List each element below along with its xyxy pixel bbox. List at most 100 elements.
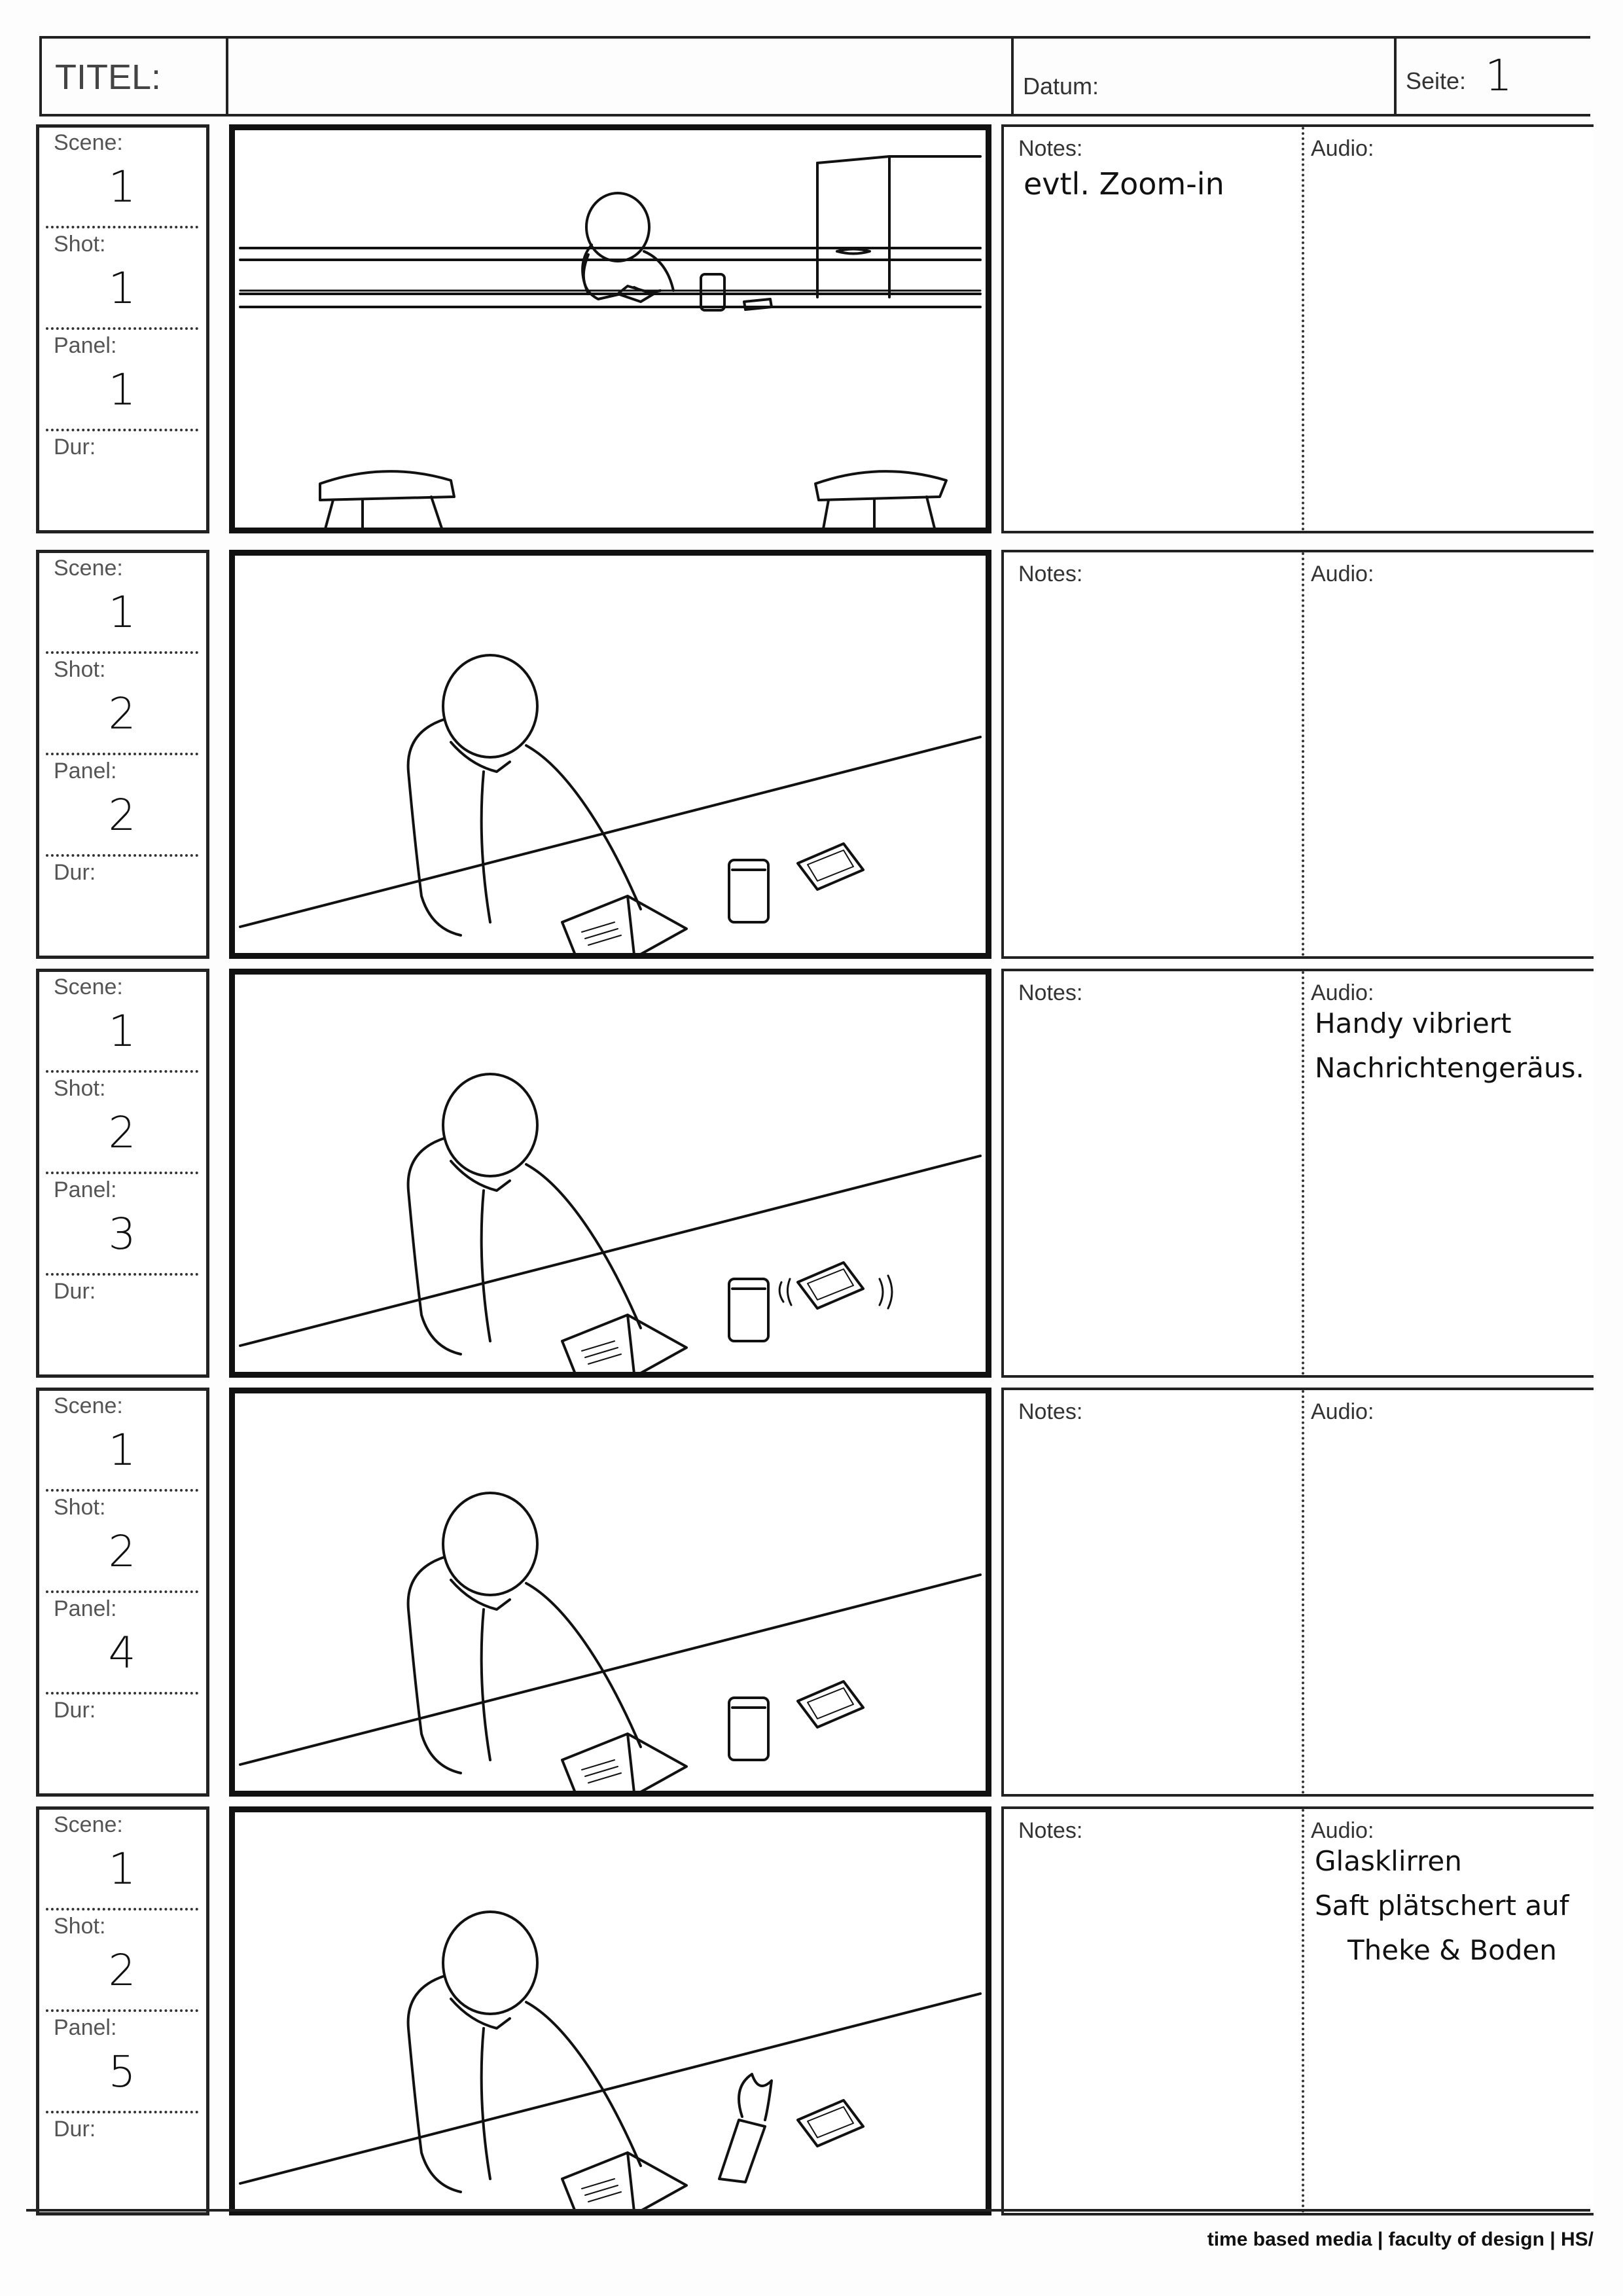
scene-label: Scene: — [54, 975, 123, 999]
scene-field[interactable]: Scene: 1 — [46, 1391, 198, 1492]
phone-screen — [807, 1687, 854, 1719]
dur-field[interactable]: Dur: — [46, 1276, 198, 1374]
sketch-panel-3 — [229, 969, 991, 1378]
storyboard-row-3: Scene: 1 Shot: 2 Panel: 3 Dur: Notes: Au… — [0, 969, 1623, 1378]
person-arm — [480, 1608, 491, 1761]
audio-label: Audio: — [1311, 1399, 1374, 1424]
shot-number: 2 — [108, 1107, 136, 1158]
seite-label: Seite: — [1406, 67, 1467, 94]
scene-field[interactable]: Scene: 1 — [46, 972, 198, 1073]
dur-field[interactable]: Dur: — [46, 857, 198, 956]
shot-number: 2 — [108, 1945, 136, 1996]
fridge-side — [816, 155, 891, 298]
phone — [796, 1261, 865, 1310]
panel-label: Panel: — [54, 2015, 117, 2040]
dur-label: Dur: — [54, 435, 96, 459]
book — [616, 285, 655, 303]
glass — [700, 273, 726, 312]
notes-label: Notes: — [1018, 980, 1083, 1005]
shot-label: Shot: — [54, 1914, 106, 1939]
notes-label: Notes: — [1018, 136, 1083, 161]
open-book — [561, 895, 688, 953]
shot-label: Shot: — [54, 657, 106, 682]
person-head — [585, 192, 651, 262]
notes-audio-divider — [1302, 971, 1304, 1375]
scene-label: Scene: — [54, 556, 123, 581]
person-arm — [480, 2027, 491, 2180]
dur-label: Dur: — [54, 1279, 96, 1304]
notes-label: Notes: — [1018, 1818, 1083, 1843]
dur-label: Dur: — [54, 860, 96, 885]
panel-label: Panel: — [54, 1596, 117, 1621]
panel-label: Panel: — [54, 333, 117, 358]
panel-field[interactable]: Panel: 2 — [46, 756, 198, 857]
panel-field[interactable]: Panel: 4 — [46, 1594, 198, 1695]
phone — [796, 2099, 865, 2147]
fridge-top — [816, 155, 982, 164]
scene-field[interactable]: Scene: 1 — [46, 1810, 198, 1910]
juice-splash — [738, 2073, 773, 2121]
titel-field[interactable] — [226, 39, 1011, 114]
audio-text: Nachrichtengeräus. — [1315, 1052, 1584, 1084]
shot-field[interactable]: Shot: 2 — [46, 1492, 198, 1593]
book-lines — [581, 922, 622, 946]
panel-field[interactable]: Panel: 3 — [46, 1175, 198, 1276]
panel-field[interactable]: Panel: 1 — [46, 331, 198, 431]
sketch-drawing — [239, 1492, 982, 1791]
panel-number: 1 — [108, 365, 136, 415]
panel-field[interactable]: Panel: 5 — [46, 2013, 198, 2113]
shot-field[interactable]: Shot: 2 — [46, 1073, 198, 1174]
sketch-panel-2 — [229, 550, 991, 959]
juice-glass — [728, 1278, 770, 1342]
scene-label: Scene: — [54, 130, 123, 155]
counter-line — [239, 293, 982, 308]
storyboard-row-1: Scene: 1 Shot: 1 Panel: 1 Dur: Notes: Au… — [0, 124, 1623, 533]
dur-field[interactable]: Dur: — [46, 1695, 198, 1793]
scene-number: 1 — [108, 1425, 136, 1475]
notes-audio-box: Notes: Audio: — [1001, 1388, 1594, 1797]
juice-glass — [728, 1696, 770, 1761]
shot-info-box: Scene: 1 Shot: 1 Panel: 1 Dur: — [36, 124, 209, 533]
panel-label: Panel: — [54, 759, 117, 783]
scene-field[interactable]: Scene: 1 — [46, 128, 198, 228]
notes-audio-box: Notes: Audio: Glasklirren Saft plätschert… — [1001, 1806, 1594, 2215]
shot-field[interactable]: Shot: 2 — [46, 1911, 198, 2012]
stool-left-legs — [324, 495, 443, 528]
scene-number: 1 — [108, 1844, 136, 1894]
seite-cell[interactable]: Seite: 1 — [1394, 39, 1590, 114]
shot-number: 2 — [108, 689, 136, 739]
counter-edge — [239, 736, 982, 928]
notes-audio-box: Notes: Audio: — [1001, 550, 1594, 959]
notes-audio-divider — [1302, 1809, 1304, 2213]
person-head — [442, 1073, 539, 1177]
panel-number: 5 — [108, 2047, 136, 2097]
dur-field[interactable]: Dur: — [46, 432, 198, 530]
shot-label: Shot: — [54, 1495, 106, 1520]
open-book — [561, 1732, 688, 1791]
person-arm — [480, 770, 491, 924]
header-bar: TITEL: Datum: Seite: 1 — [39, 36, 1590, 117]
phone — [796, 842, 865, 891]
stool-left-seat — [319, 470, 455, 501]
scene-label: Scene: — [54, 1393, 123, 1418]
sketch-drawing — [239, 654, 982, 953]
storyboard-row-4: Scene: 1 Shot: 2 Panel: 4 Dur: Notes: Au… — [0, 1388, 1623, 1797]
notes-audio-box: Notes: Audio: evtl. Zoom-in — [1001, 124, 1594, 533]
vibration-right — [878, 1274, 893, 1310]
phone-screen — [807, 1268, 854, 1300]
phone — [796, 1680, 865, 1729]
shot-info-box: Scene: 1 Shot: 2 Panel: 4 Dur: — [36, 1388, 209, 1797]
scene-field[interactable]: Scene: 1 — [46, 553, 198, 654]
shot-field[interactable]: Shot: 2 — [46, 655, 198, 755]
shot-info-box: Scene: 1 Shot: 2 Panel: 5 Dur: — [36, 1806, 209, 2215]
datum-cell[interactable]: Datum: — [1011, 39, 1394, 114]
shot-field[interactable]: Shot: 1 — [46, 229, 198, 330]
phone-screen — [807, 2106, 854, 2138]
panel-number: 2 — [108, 790, 136, 840]
scene-number: 1 — [108, 587, 136, 637]
person-head — [442, 654, 539, 759]
dur-field[interactable]: Dur: — [46, 2114, 198, 2212]
person-body — [406, 718, 642, 937]
book-lines — [581, 2178, 622, 2202]
dur-label: Dur: — [54, 2117, 96, 2142]
